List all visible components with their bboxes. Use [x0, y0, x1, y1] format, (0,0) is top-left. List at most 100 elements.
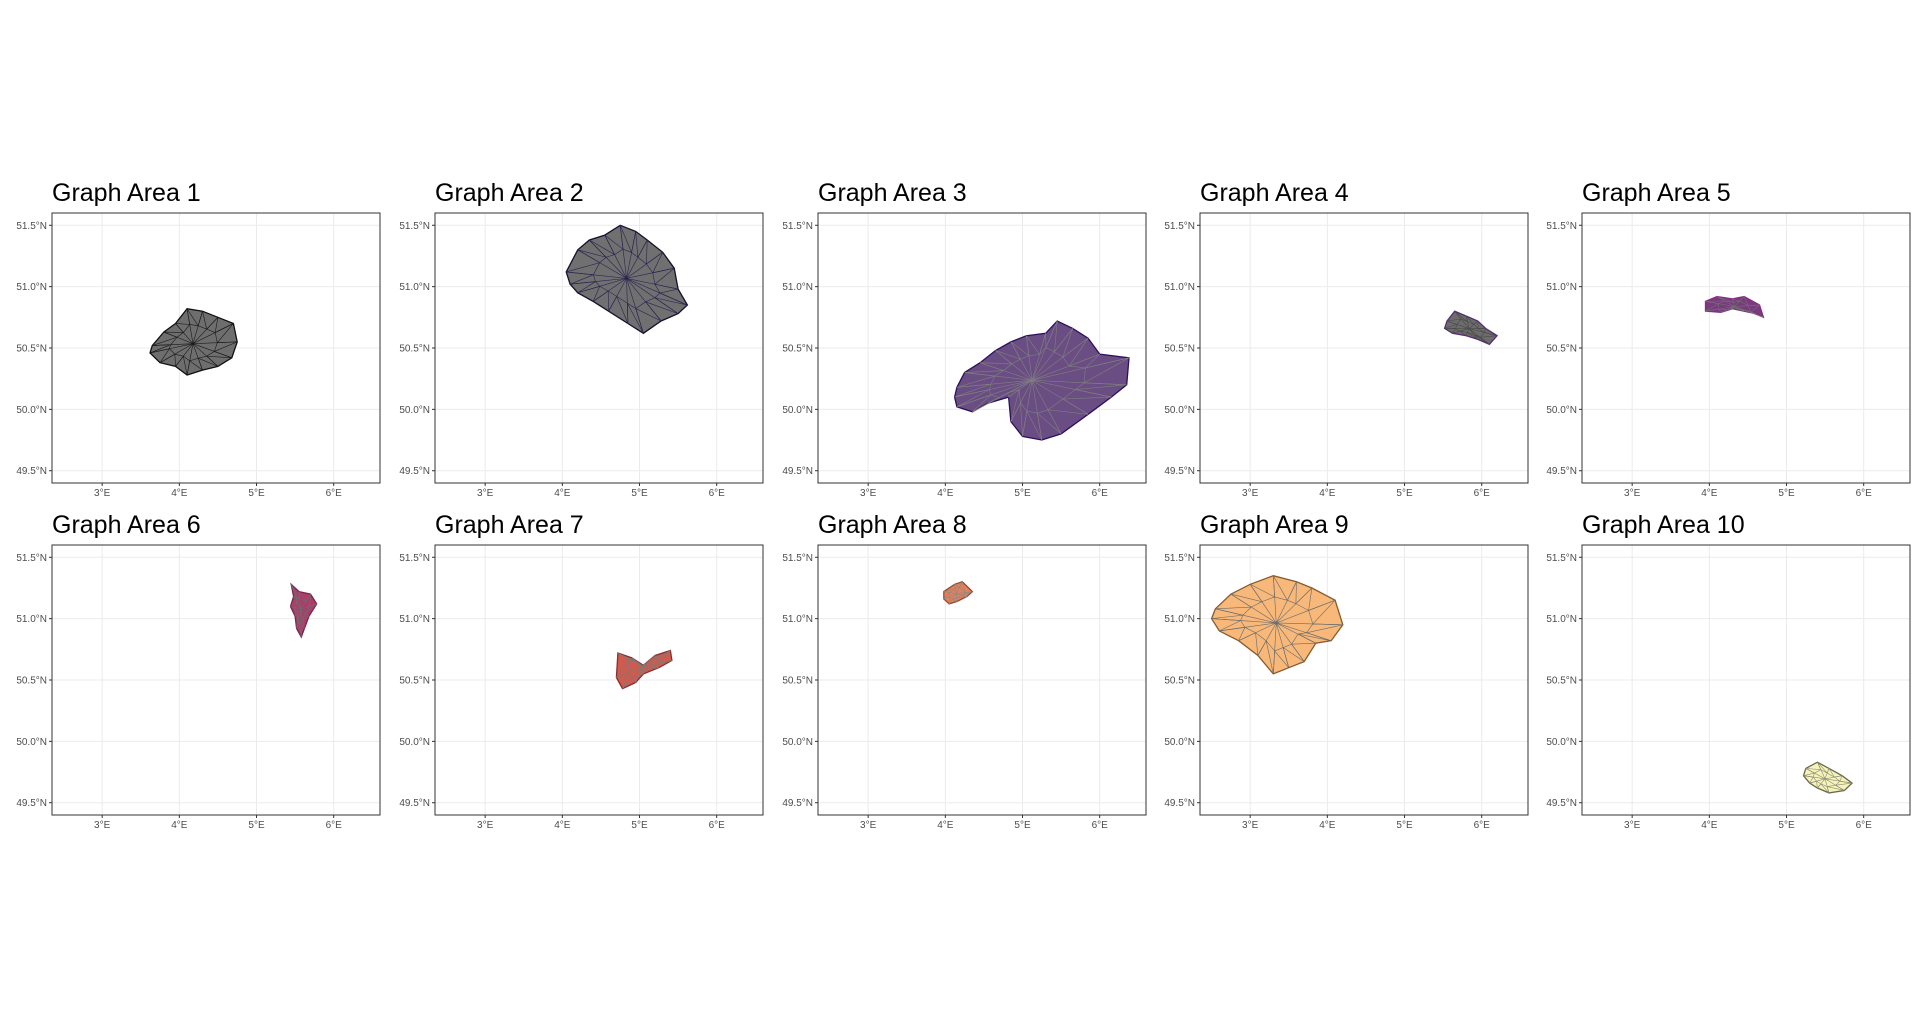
y-tick-label: 51.0°N	[1164, 282, 1195, 293]
region-polygon	[1443, 310, 1499, 346]
region-mesh	[290, 584, 317, 638]
y-tick-label: 51.0°N	[16, 614, 47, 625]
x-tick-label: 5°E	[1396, 820, 1413, 831]
region-polygon	[1802, 761, 1854, 794]
y-tick-label: 50.5°N	[1546, 344, 1577, 355]
y-tick-label: 50.5°N	[1164, 344, 1195, 355]
y-tick-label: 49.5°N	[782, 798, 813, 809]
y-tick-label: 51.5°N	[1546, 221, 1577, 232]
panel-title: Graph Area 3	[818, 179, 967, 207]
mesh-edge	[149, 343, 194, 354]
x-tick-label: 4°E	[1319, 488, 1336, 499]
region-mesh	[943, 581, 973, 605]
x-tick-label: 6°E	[1092, 488, 1109, 499]
y-tick-label: 51.5°N	[16, 221, 47, 232]
y-tick-label: 50.0°N	[1164, 737, 1195, 748]
y-tick-label: 50.5°N	[782, 344, 813, 355]
y-tick-label: 50.0°N	[782, 737, 813, 748]
panel-title: Graph Area 8	[818, 511, 967, 539]
y-tick-label: 51.5°N	[1546, 553, 1577, 564]
x-tick-label: 3°E	[477, 488, 494, 499]
x-tick-label: 5°E	[248, 488, 265, 499]
y-tick-label: 51.5°N	[16, 553, 47, 564]
y-tick-label: 50.0°N	[16, 737, 47, 748]
x-tick-label: 4°E	[1701, 488, 1718, 499]
x-tick-label: 3°E	[1624, 488, 1641, 499]
map-panel: Graph Area 8 3°E 4°E 5°E 6°E 51.5°N 51.0°N 50.5…	[782, 511, 1147, 831]
y-tick-label: 51.0°N	[782, 282, 813, 293]
mesh-edge	[1444, 320, 1470, 329]
y-tick-label: 51.5°N	[782, 553, 813, 564]
y-tick-label: 51.0°N	[782, 614, 813, 625]
map-panel: Graph Area 2 3°E 4°E 5°E 6°E 51.5°N 51.0°N 50.5…	[399, 179, 764, 499]
mesh-edge	[566, 271, 627, 285]
y-tick-label: 49.5°N	[1546, 466, 1577, 477]
panel-title: Graph Area 7	[435, 511, 584, 539]
x-tick-label: 3°E	[860, 488, 877, 499]
x-tick-label: 6°E	[326, 488, 343, 499]
panel-title: Graph Area 6	[52, 511, 201, 539]
map-panel: Graph Area 4 3°E 4°E 5°E 6°E 51.5°N 51.0°N 50.5…	[1164, 179, 1529, 499]
y-tick-label: 50.0°N	[1546, 405, 1577, 416]
x-tick-label: 3°E	[860, 820, 877, 831]
x-tick-label: 4°E	[937, 820, 954, 831]
x-tick-label: 6°E	[1474, 820, 1491, 831]
x-tick-label: 3°E	[1242, 820, 1259, 831]
y-tick-label: 49.5°N	[16, 798, 47, 809]
x-tick-label: 5°E	[631, 488, 648, 499]
y-tick-label: 49.5°N	[782, 466, 813, 477]
mesh-edge	[1803, 768, 1826, 780]
y-tick-label: 50.0°N	[16, 405, 47, 416]
x-tick-label: 3°E	[1624, 820, 1641, 831]
region-mesh	[149, 308, 238, 376]
y-tick-label: 51.0°N	[1546, 614, 1577, 625]
x-tick-label: 4°E	[554, 820, 571, 831]
x-tick-label: 4°E	[1701, 820, 1718, 831]
y-tick-label: 51.5°N	[399, 553, 430, 564]
map-panel: Graph Area 3 3°E 4°E 5°E 6°E 51.5°N 51.0°N 50.5…	[782, 179, 1147, 499]
y-tick-label: 49.5°N	[16, 466, 47, 477]
x-tick-label: 5°E	[1014, 820, 1031, 831]
panel-title: Graph Area 5	[1582, 179, 1731, 207]
x-tick-label: 4°E	[171, 820, 188, 831]
x-tick-label: 3°E	[1242, 488, 1259, 499]
y-tick-label: 51.0°N	[399, 282, 430, 293]
x-tick-label: 3°E	[94, 820, 111, 831]
y-tick-label: 50.5°N	[16, 676, 47, 687]
x-tick-label: 5°E	[1014, 488, 1031, 499]
x-tick-label: 4°E	[1319, 820, 1336, 831]
x-tick-label: 5°E	[248, 820, 265, 831]
map-panel: Graph Area 9 3°E 4°E 5°E 6°E 51.5°N 51.0°N 50.5…	[1164, 511, 1529, 831]
y-tick-label: 50.5°N	[16, 344, 47, 355]
y-tick-label: 50.5°N	[782, 676, 813, 687]
y-tick-label: 51.0°N	[1546, 282, 1577, 293]
y-tick-label: 49.5°N	[399, 466, 430, 477]
panel-title: Graph Area 2	[435, 179, 584, 207]
y-tick-label: 50.0°N	[399, 405, 430, 416]
mesh-edge	[1211, 608, 1277, 624]
x-tick-label: 6°E	[1856, 488, 1873, 499]
y-tick-label: 50.0°N	[399, 737, 430, 748]
y-tick-label: 49.5°N	[1164, 466, 1195, 477]
y-tick-label: 49.5°N	[1164, 798, 1195, 809]
region-mesh	[616, 650, 673, 689]
y-tick-label: 49.5°N	[1546, 798, 1577, 809]
mesh-edge	[290, 584, 301, 610]
y-tick-label: 49.5°N	[399, 798, 430, 809]
region-mesh	[1444, 310, 1498, 345]
panel-title: Graph Area 4	[1200, 179, 1349, 207]
map-panel: Graph Area 1 3°E 4°E 5°E 6°E 51.5°N 51.0°N 50.5…	[16, 179, 381, 499]
x-tick-label: 3°E	[477, 820, 494, 831]
x-tick-label: 5°E	[1396, 488, 1413, 499]
region-mesh	[1803, 762, 1853, 794]
y-tick-label: 51.0°N	[399, 614, 430, 625]
x-tick-label: 4°E	[171, 488, 188, 499]
x-tick-label: 6°E	[709, 488, 726, 499]
x-tick-label: 5°E	[1778, 820, 1795, 831]
x-tick-label: 5°E	[1778, 488, 1795, 499]
y-tick-label: 50.0°N	[782, 405, 813, 416]
y-tick-label: 50.5°N	[399, 676, 430, 687]
y-tick-label: 51.0°N	[16, 282, 47, 293]
x-tick-label: 4°E	[554, 488, 571, 499]
y-tick-label: 51.5°N	[782, 221, 813, 232]
